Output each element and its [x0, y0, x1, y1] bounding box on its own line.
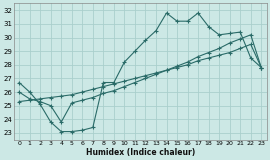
X-axis label: Humidex (Indice chaleur): Humidex (Indice chaleur)	[86, 148, 195, 156]
